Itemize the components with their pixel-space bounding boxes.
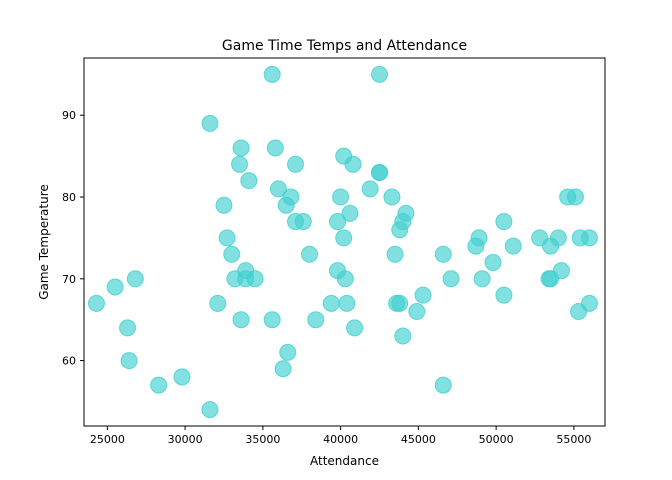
data-points bbox=[87, 65, 598, 419]
data-point bbox=[414, 286, 432, 304]
data-point bbox=[408, 303, 426, 321]
data-point bbox=[301, 245, 319, 263]
data-point bbox=[344, 155, 362, 173]
data-point bbox=[120, 352, 138, 370]
data-point bbox=[126, 270, 144, 288]
data-point bbox=[495, 286, 513, 304]
data-point bbox=[246, 270, 264, 288]
data-point bbox=[335, 229, 353, 247]
data-point bbox=[106, 278, 124, 296]
data-point bbox=[215, 196, 233, 214]
data-point bbox=[307, 311, 325, 329]
data-point bbox=[150, 376, 168, 394]
x-axis-label: Attendance bbox=[310, 454, 379, 468]
x-tick-label: 35000 bbox=[245, 433, 280, 446]
data-point bbox=[269, 180, 287, 198]
x-axis-ticks: 25000 30000 35000 40000 45000 50000 55000 bbox=[90, 426, 591, 446]
data-point bbox=[294, 213, 312, 231]
y-tick-label: 70 bbox=[62, 273, 76, 286]
data-point bbox=[383, 188, 401, 206]
data-point bbox=[495, 213, 513, 231]
data-point bbox=[329, 213, 347, 231]
data-point bbox=[240, 172, 258, 190]
data-point bbox=[266, 139, 284, 157]
data-point bbox=[201, 114, 219, 132]
data-point bbox=[470, 229, 488, 247]
data-point bbox=[279, 343, 297, 361]
data-point bbox=[282, 188, 300, 206]
y-tick-label: 60 bbox=[62, 355, 76, 368]
data-point bbox=[223, 245, 241, 263]
y-tick-label: 80 bbox=[62, 191, 76, 204]
data-point bbox=[549, 229, 567, 247]
data-point bbox=[218, 229, 236, 247]
data-point bbox=[201, 401, 219, 419]
x-tick-label: 50000 bbox=[479, 433, 514, 446]
x-tick-label: 30000 bbox=[168, 433, 203, 446]
data-point bbox=[504, 237, 522, 255]
data-point bbox=[173, 368, 191, 386]
data-point bbox=[209, 294, 227, 312]
data-point bbox=[397, 204, 415, 222]
data-point bbox=[232, 139, 250, 157]
data-point bbox=[346, 319, 364, 337]
data-point bbox=[484, 253, 502, 271]
data-point bbox=[580, 294, 598, 312]
data-point bbox=[566, 188, 584, 206]
data-point bbox=[274, 360, 292, 378]
y-axis-label: Game Temperature bbox=[37, 184, 51, 300]
data-point bbox=[370, 163, 388, 181]
y-tick-label: 90 bbox=[62, 109, 76, 122]
data-point bbox=[232, 311, 250, 329]
data-point bbox=[231, 155, 249, 173]
data-point bbox=[434, 376, 452, 394]
chart-title: Game Time Temps and Attendance bbox=[222, 38, 467, 54]
data-point bbox=[442, 270, 460, 288]
data-point bbox=[336, 270, 354, 288]
data-point bbox=[341, 204, 359, 222]
y-axis-ticks: 60 70 80 90 bbox=[62, 109, 84, 368]
plot-frame bbox=[83, 57, 606, 427]
x-tick-label: 25000 bbox=[90, 433, 125, 446]
data-point bbox=[434, 245, 452, 263]
data-point bbox=[580, 229, 598, 247]
data-point bbox=[263, 311, 281, 329]
data-point bbox=[552, 262, 570, 280]
data-point bbox=[322, 294, 340, 312]
x-tick-label: 45000 bbox=[401, 433, 436, 446]
data-point bbox=[391, 294, 409, 312]
data-point bbox=[332, 188, 350, 206]
x-tick-label: 40000 bbox=[323, 433, 358, 446]
data-point bbox=[263, 65, 281, 83]
data-point bbox=[386, 245, 404, 263]
data-point bbox=[119, 319, 137, 337]
data-point bbox=[361, 180, 379, 198]
data-point bbox=[473, 270, 491, 288]
x-tick-label: 55000 bbox=[556, 433, 591, 446]
data-point bbox=[287, 155, 305, 173]
data-point bbox=[87, 294, 105, 312]
data-point bbox=[394, 327, 412, 345]
data-point bbox=[338, 294, 356, 312]
data-point bbox=[370, 65, 388, 83]
